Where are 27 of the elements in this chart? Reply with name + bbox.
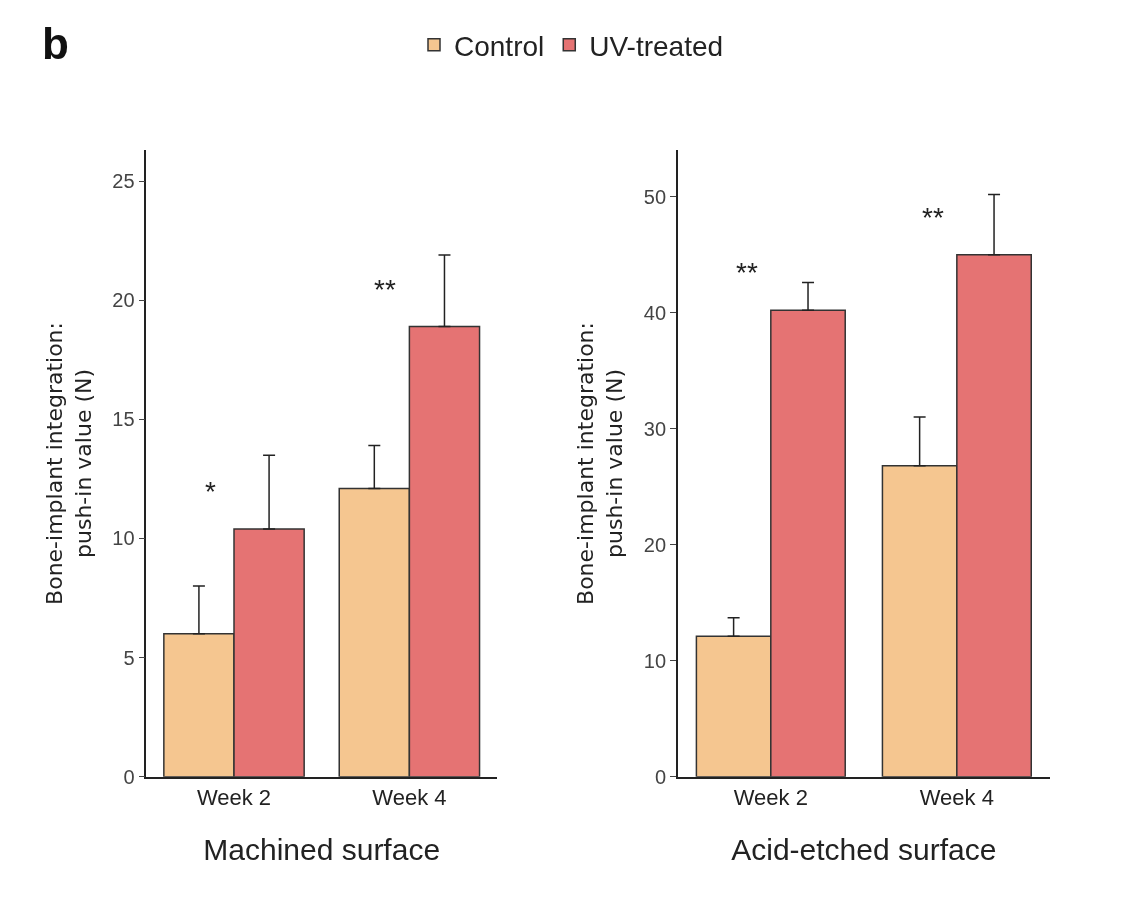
y-tick-label: 30 [643,417,667,440]
y-tick-label: 15 [112,408,135,431]
y-tick-label: 40 [643,301,667,324]
y-tick-label: 50 [643,185,667,208]
x-tick-label: Week 2 [733,784,808,810]
y-axis-title: Bone-implant integration: push-in value (N) [573,322,628,605]
y-tick-label: 0 [654,765,667,788]
y-tick-label: 0 [123,765,135,788]
legend-label: Control [454,30,545,62]
y-tick-label: 10 [643,649,667,672]
annotation: ** [922,202,944,233]
x-axis-title: Machined surface [203,832,441,866]
annotation: * [205,476,216,507]
annotation: ** [374,274,396,305]
x-axis-title: Acid-etched surface [731,832,997,866]
x-tick-label: Week 4 [919,784,994,810]
legend-label: UV-treated [589,30,724,62]
chart-title: b [42,19,69,68]
y-axis-title: Bone-implant integration: push-in value (N) [42,322,96,605]
y-tick-label: 20 [643,533,667,556]
x-tick-label: Week 2 [196,784,272,810]
x-tick-label: Week 4 [372,784,447,810]
y-tick-label: 20 [112,289,135,312]
y-tick-label: 5 [123,646,135,669]
annotation: ** [736,257,758,288]
y-tick-label: 10 [112,527,135,550]
y-tick-label: 25 [112,170,135,193]
